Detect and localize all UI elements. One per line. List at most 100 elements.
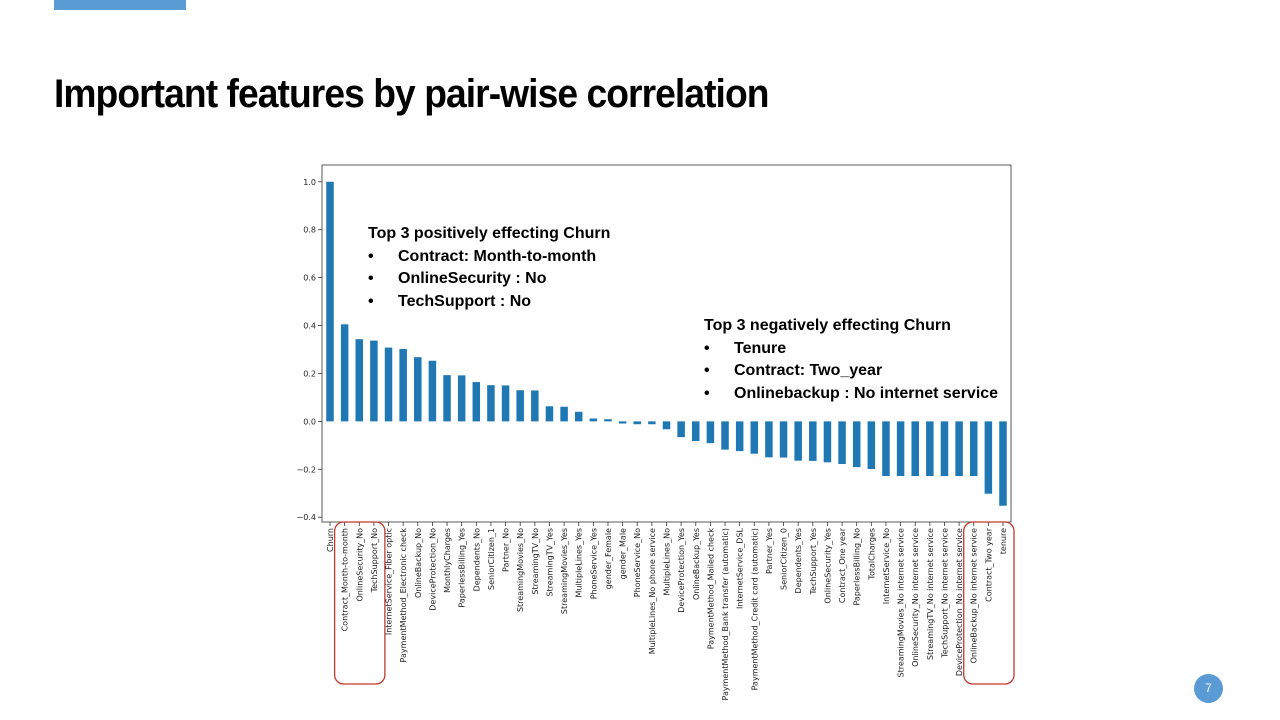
bar xyxy=(692,421,700,442)
x-tick-label: StreamingTV_Yes xyxy=(545,528,554,597)
bar xyxy=(384,347,393,422)
bar xyxy=(940,421,949,476)
bar xyxy=(721,421,729,450)
negative-callout-heading: Top 3 negatively effecting Churn xyxy=(704,317,951,334)
bar xyxy=(428,360,437,422)
highlight-box xyxy=(333,521,386,685)
x-tick-label: PaymentMethod_Bank transfer (automatic) xyxy=(721,528,730,701)
x-tick-label: SeniorCitizen_0 xyxy=(780,528,789,590)
bar xyxy=(677,421,685,438)
bar xyxy=(443,375,451,422)
bar xyxy=(955,421,963,476)
x-tick-label: TechSupport_No internet service xyxy=(940,528,949,659)
x-tick-label: Partner_No xyxy=(502,528,511,572)
bar xyxy=(560,406,568,422)
x-tick-label: OnlineSecurity_No xyxy=(355,528,364,602)
x-tick-label: DeviceProtection_No xyxy=(428,528,437,611)
x-tick-label: gender_Female xyxy=(604,528,613,589)
x-tick-label: Contract_One year xyxy=(838,527,847,603)
bar xyxy=(501,385,510,422)
bar xyxy=(882,421,890,476)
x-tick-label: MultipleLines_No xyxy=(663,528,672,596)
x-tick-label: MultipleLines_No phone service xyxy=(648,528,657,654)
bar xyxy=(838,421,846,465)
bar xyxy=(618,421,627,424)
x-tick-label: DeviceProtection_Yes xyxy=(677,528,686,613)
y-tick-label: 0.0 xyxy=(303,417,316,426)
x-tick-label: Dependents_No xyxy=(472,528,481,592)
bar xyxy=(809,421,817,461)
accent-bar xyxy=(54,0,186,10)
x-tick-label: PaperlessBilling_No xyxy=(853,528,862,606)
bar xyxy=(706,421,715,444)
x-tick-label: StreamingTV_No internet service xyxy=(926,528,935,660)
x-tick-label: gender_Male xyxy=(619,528,628,579)
positive-callout: Top 3 positively effecting Churn Contrac… xyxy=(368,223,610,313)
x-tick-label: PaymentMethod_Mailed check xyxy=(706,528,715,650)
x-tick-label: OnlineBackup_Yes xyxy=(692,528,701,600)
bar xyxy=(823,421,832,463)
x-tick-label: Contract_Two year xyxy=(984,527,993,602)
bar xyxy=(472,382,481,422)
bar xyxy=(735,421,744,452)
y-tick-label: 0.8 xyxy=(303,226,316,235)
y-tick-label: 1.0 xyxy=(303,178,316,187)
x-tick-label: StreamingTV_No xyxy=(531,528,540,595)
bar xyxy=(750,421,759,454)
negative-callout-item: Tenure xyxy=(704,338,998,361)
positive-callout-heading: Top 3 positively effecting Churn xyxy=(368,225,611,242)
bar xyxy=(765,421,773,458)
bar xyxy=(926,421,934,476)
x-tick-label: MultipleLines_Yes xyxy=(575,528,584,598)
bar xyxy=(604,419,612,422)
bar xyxy=(457,375,466,422)
positive-callout-item: TechSupport : No xyxy=(368,291,610,314)
negative-callout: Top 3 negatively effecting Churn Tenure … xyxy=(704,315,998,405)
bar xyxy=(911,421,919,476)
y-tick-label: −0.2 xyxy=(297,465,316,474)
x-tick-label: DeviceProtection_No internet service xyxy=(955,528,964,676)
bar xyxy=(589,418,598,422)
slide-title: Important features by pair-wise correlat… xyxy=(54,72,769,116)
page-number-badge: 7 xyxy=(1194,674,1223,703)
x-tick-label: OnlineBackup_No internet service xyxy=(970,528,979,663)
y-tick-label: 0.4 xyxy=(303,322,316,331)
bar xyxy=(662,421,671,430)
x-tick-label: PhoneService_Yes xyxy=(589,528,598,599)
x-tick-label: Partner_Yes xyxy=(765,528,774,574)
bar xyxy=(984,421,993,494)
x-tick-label: PaymentMethod_Electronic check xyxy=(399,528,408,663)
bar xyxy=(340,324,349,422)
x-tick-label: InternetService_Fiber optic xyxy=(385,528,394,635)
negative-callout-item: Contract: Two_year xyxy=(704,360,998,383)
bar xyxy=(414,357,422,422)
bar xyxy=(574,411,583,422)
bar xyxy=(487,385,495,422)
bar xyxy=(399,349,407,422)
y-tick-label: 0.2 xyxy=(303,369,316,378)
bar xyxy=(969,421,978,476)
x-tick-label: StreamingMovies_Yes xyxy=(560,528,569,614)
x-tick-label: Churn xyxy=(326,528,335,552)
bar xyxy=(896,421,905,476)
y-tick-label: −0.4 xyxy=(297,513,316,522)
x-tick-label: PaperlessBilling_Yes xyxy=(458,528,467,608)
bar xyxy=(531,390,539,422)
x-tick-label: TechSupport_Yes xyxy=(809,528,818,595)
bar xyxy=(355,339,364,422)
bar xyxy=(794,421,802,461)
x-tick-label: StreamingMovies_No internet service xyxy=(897,528,906,677)
x-tick-label: PaymentMethod_Credit card (automatic) xyxy=(750,528,759,690)
bar xyxy=(545,406,554,422)
bar xyxy=(852,421,861,468)
negative-callout-item: Onlinebackup : No internet service xyxy=(704,383,998,406)
x-tick-label: PhoneService_No xyxy=(633,528,642,597)
x-tick-label: InternetService_DSL xyxy=(736,527,745,609)
bar xyxy=(370,340,378,422)
highlight-box xyxy=(963,521,1015,685)
bar xyxy=(633,421,641,425)
x-tick-label: TotalCharges xyxy=(867,528,876,581)
x-tick-label: tenure xyxy=(999,528,1008,554)
